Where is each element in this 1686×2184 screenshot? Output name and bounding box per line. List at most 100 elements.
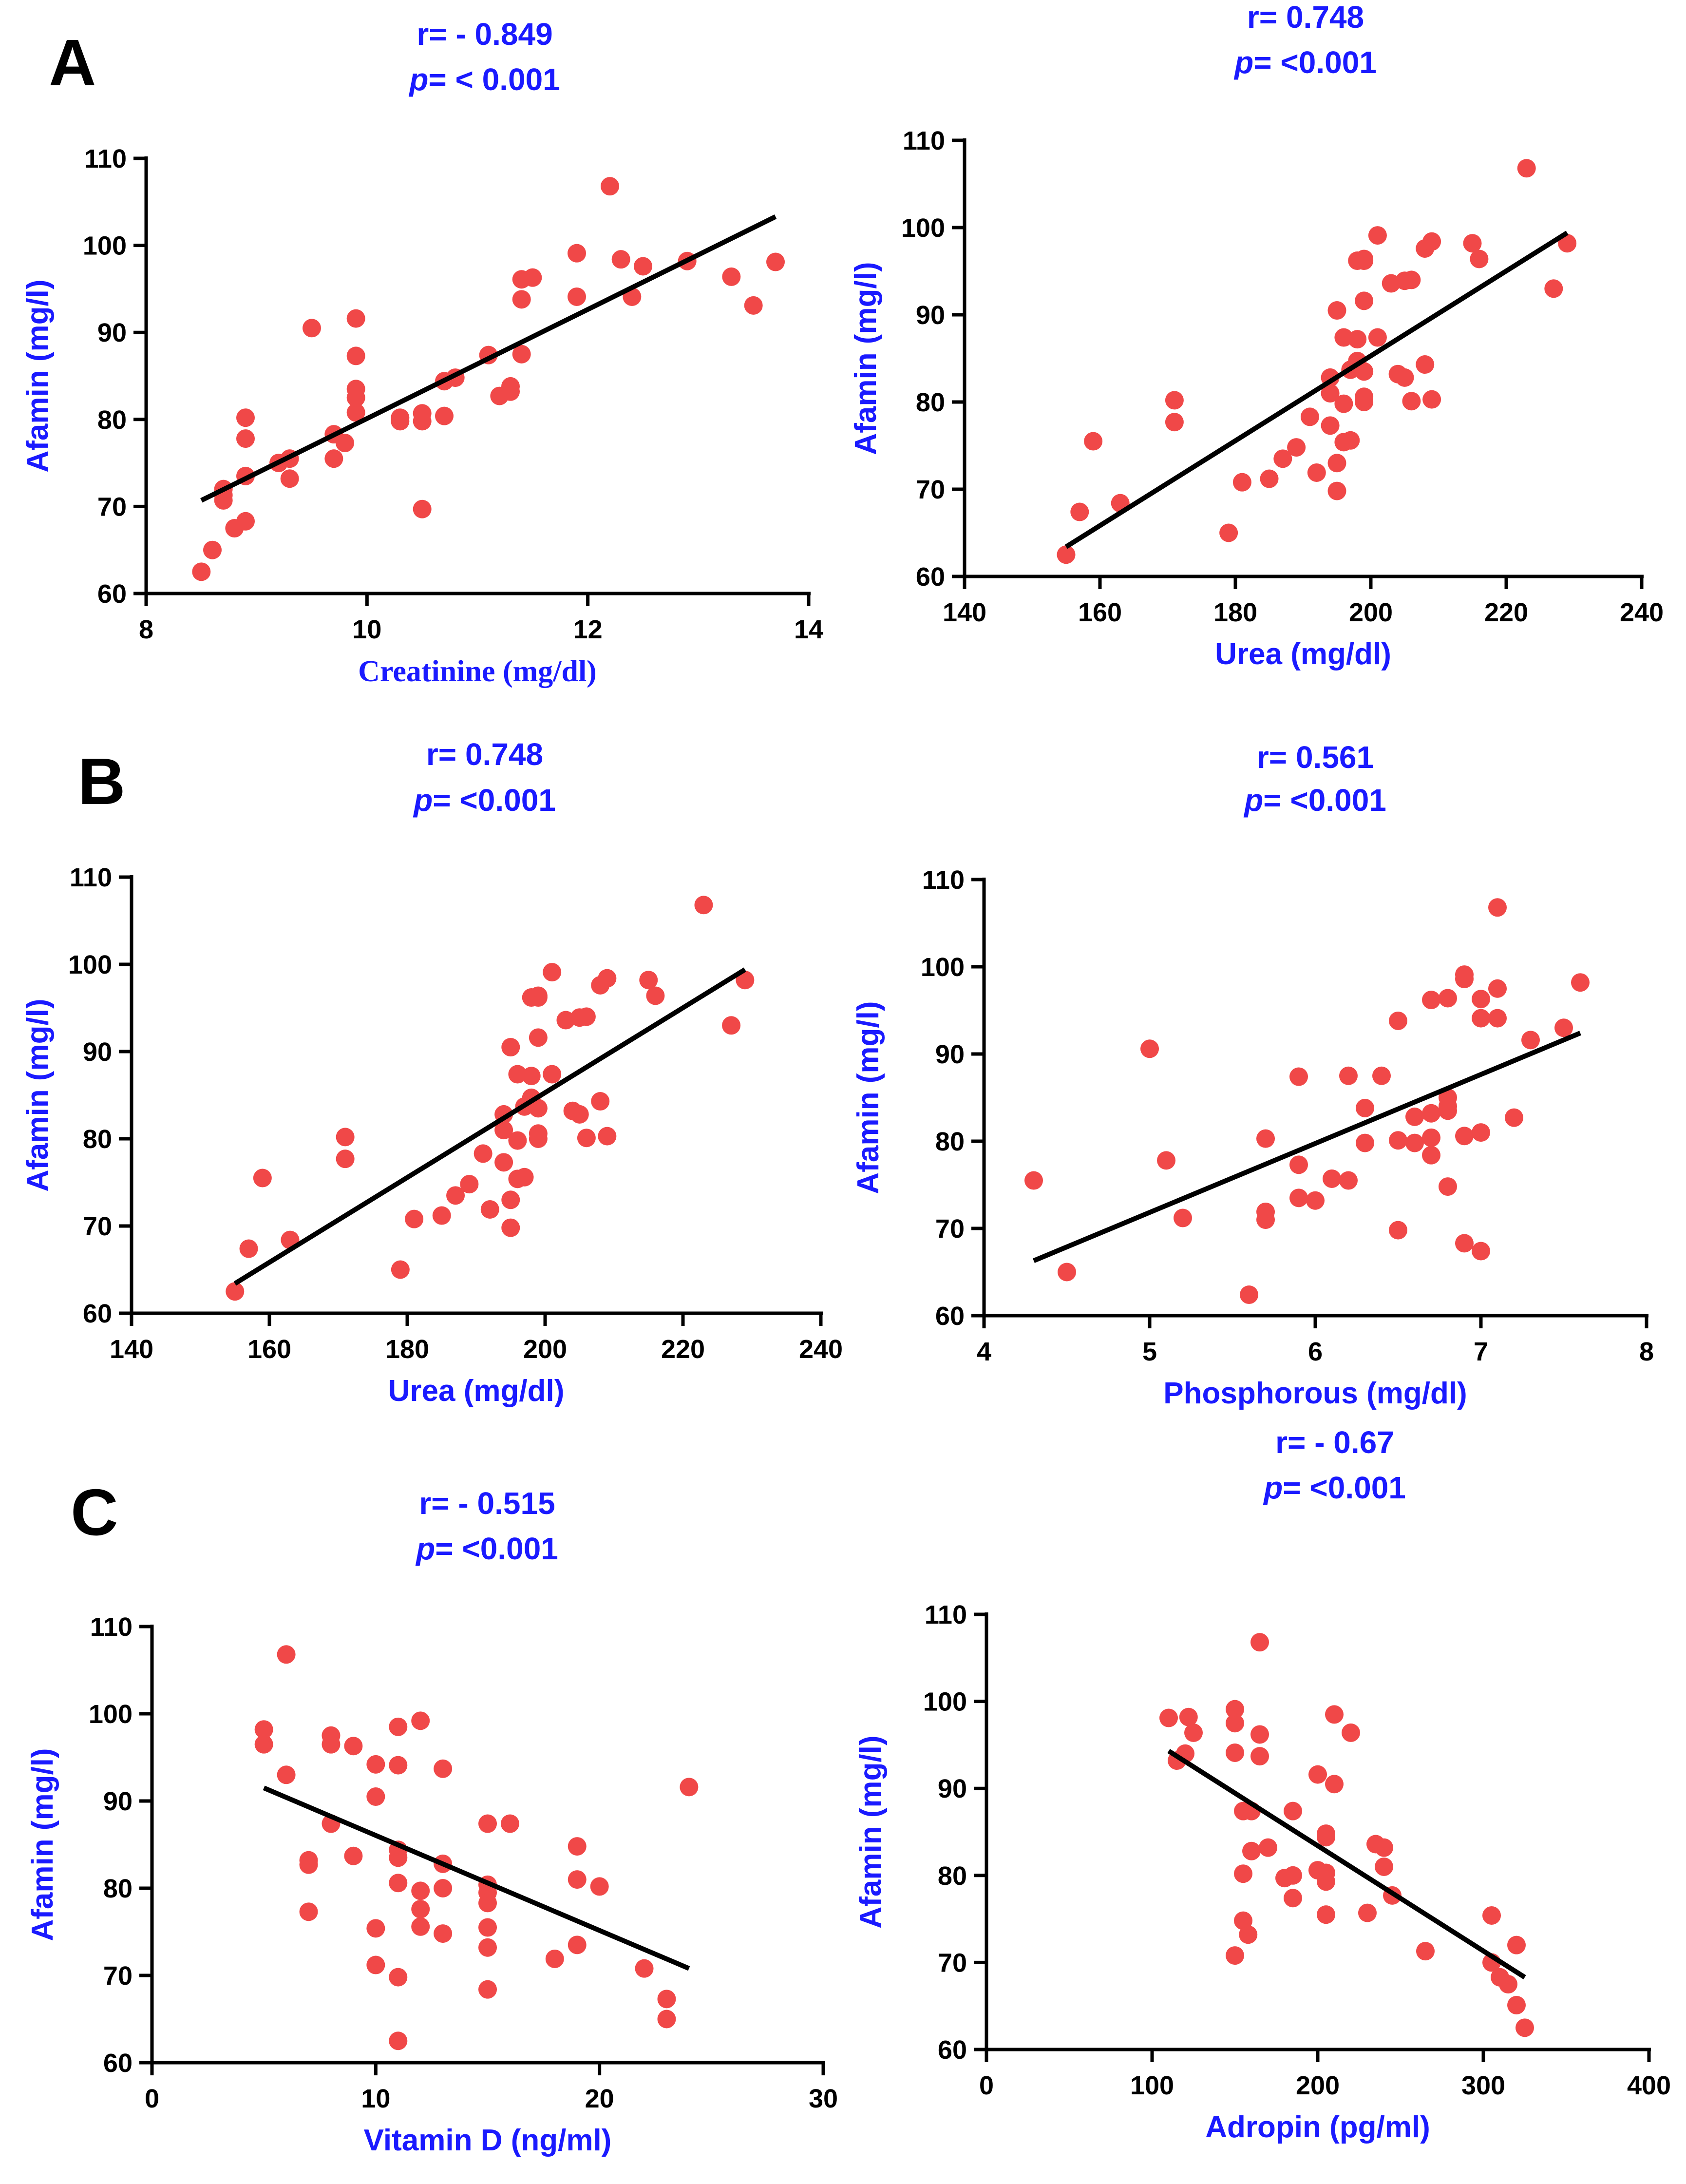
- y-tick-label: 70: [97, 492, 127, 521]
- data-point: [226, 1282, 245, 1301]
- x-tick-label: 140: [943, 598, 986, 627]
- data-point: [203, 540, 222, 559]
- data-point: [1256, 1129, 1275, 1148]
- data-point: [529, 988, 548, 1007]
- x-axis-title: Vitamin D (ng/ml): [364, 2124, 612, 2157]
- data-point: [1356, 1098, 1374, 1117]
- data-point: [1355, 362, 1374, 381]
- data-point: [413, 404, 432, 423]
- data-point: [1439, 1177, 1457, 1196]
- data-point: [432, 1206, 451, 1225]
- y-tick-label: 80: [938, 1861, 967, 1891]
- data-point: [1517, 159, 1536, 178]
- data-point: [1239, 1925, 1258, 1944]
- data-point: [366, 1755, 385, 1774]
- correlation-r-label: r= - 0.849: [417, 17, 552, 52]
- data-point: [1455, 965, 1474, 984]
- data-point: [1179, 1707, 1198, 1726]
- data-point: [1422, 232, 1441, 251]
- data-point: [366, 1787, 385, 1806]
- data-point: [1165, 391, 1184, 410]
- data-point: [346, 346, 365, 365]
- p-symbol: p: [1233, 45, 1253, 80]
- data-point: [634, 257, 652, 276]
- data-point: [577, 1007, 596, 1026]
- data-point: [1389, 1221, 1407, 1240]
- data-point: [512, 290, 531, 309]
- data-point: [1232, 473, 1251, 492]
- data-point: [639, 971, 658, 990]
- x-tick-label: 100: [1130, 2071, 1174, 2100]
- x-tick-label: 7: [1474, 1337, 1488, 1366]
- data-point: [1242, 1841, 1261, 1860]
- y-tick-label: 90: [103, 1787, 133, 1816]
- y-axis-title: Afamin (mg/l): [26, 1748, 59, 1941]
- y-tick-label: 100: [901, 213, 945, 243]
- data-point: [1439, 1101, 1457, 1120]
- x-tick-label: 0: [979, 2071, 994, 2100]
- data-point: [568, 287, 586, 306]
- data-point: [435, 406, 454, 425]
- data-point: [1321, 384, 1340, 403]
- p-value-label: p= <0.001: [413, 783, 556, 818]
- data-point: [389, 1874, 408, 1893]
- data-point: [694, 896, 713, 915]
- data-point: [1259, 1838, 1277, 1857]
- x-tick-label: 180: [1213, 598, 1257, 627]
- y-tick-label: 110: [84, 144, 127, 173]
- data-point: [1355, 291, 1374, 310]
- p-value-text: = <0.001: [435, 1531, 558, 1566]
- data-point: [405, 1209, 424, 1228]
- data-point: [501, 1038, 520, 1057]
- p-value-text: = <0.001: [1253, 45, 1377, 80]
- data-point: [389, 1968, 408, 1987]
- data-point: [1422, 1128, 1440, 1147]
- data-point: [280, 469, 299, 488]
- data-point: [254, 1720, 273, 1739]
- data-point: [1024, 1171, 1043, 1190]
- data-point: [1284, 1889, 1302, 1908]
- data-point: [303, 319, 321, 338]
- data-point: [434, 1924, 453, 1943]
- data-point: [346, 403, 365, 422]
- data-point: [1558, 234, 1577, 253]
- regression-line: [1064, 230, 1569, 549]
- y-tick-label: 90: [938, 1774, 967, 1803]
- data-point: [1140, 1039, 1159, 1058]
- scatter-chart-2: r= 0.748 p= <0.001 60 70 80 90 100 110 140 160 180…: [849, 0, 1664, 671]
- correlation-r-label: r= - 0.515: [419, 1486, 555, 1521]
- data-point: [766, 252, 785, 271]
- data-point: [577, 1129, 596, 1148]
- data-point: [657, 2010, 676, 2029]
- regression-line: [200, 214, 777, 503]
- x-tick-label: 5: [1142, 1337, 1157, 1366]
- data-point: [494, 1121, 513, 1140]
- data-point: [1416, 355, 1435, 374]
- y-tick-label: 100: [68, 950, 112, 979]
- data-point: [635, 1959, 654, 1978]
- data-point: [1317, 1905, 1335, 1924]
- data-point: [515, 1168, 534, 1187]
- data-point: [598, 1127, 617, 1146]
- data-point: [192, 562, 211, 581]
- x-tick-label: 300: [1461, 2071, 1505, 2100]
- y-tick-label: 90: [83, 1037, 112, 1067]
- y-axis-title: Afamin (mg/l): [852, 1001, 885, 1194]
- data-point: [1325, 1775, 1344, 1794]
- x-tick-label: 10: [361, 2084, 390, 2113]
- data-point: [239, 1239, 258, 1258]
- data-point: [543, 1065, 562, 1084]
- p-value-label: p= <0.001: [1263, 1470, 1406, 1505]
- data-point: [1571, 973, 1590, 992]
- x-tick-label: 6: [1308, 1337, 1323, 1366]
- x-axis-title: Urea (mg/dl): [388, 1374, 565, 1408]
- data-point: [568, 1837, 587, 1856]
- data-point: [389, 1717, 408, 1736]
- data-point: [1439, 1088, 1457, 1107]
- y-tick-label: 60: [97, 579, 127, 609]
- panel-letter-c: C: [71, 1475, 118, 1549]
- y-tick-label: 80: [916, 388, 945, 417]
- data-point: [1308, 1765, 1327, 1784]
- y-tick-label: 80: [103, 1874, 133, 1903]
